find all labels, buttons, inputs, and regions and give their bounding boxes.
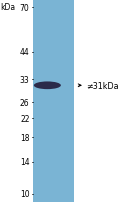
Text: 22: 22	[20, 114, 30, 123]
Text: 70: 70	[20, 4, 30, 13]
Text: 26: 26	[20, 98, 30, 107]
Text: ≠31kDa: ≠31kDa	[86, 81, 119, 90]
Bar	[33, 0, 74, 202]
Text: kDa: kDa	[0, 3, 15, 12]
Text: 14: 14	[20, 157, 30, 166]
Text: 33: 33	[20, 75, 30, 84]
Ellipse shape	[34, 82, 61, 90]
Text: 10: 10	[20, 189, 30, 198]
Text: 44: 44	[20, 48, 30, 57]
Text: 18: 18	[20, 133, 30, 142]
